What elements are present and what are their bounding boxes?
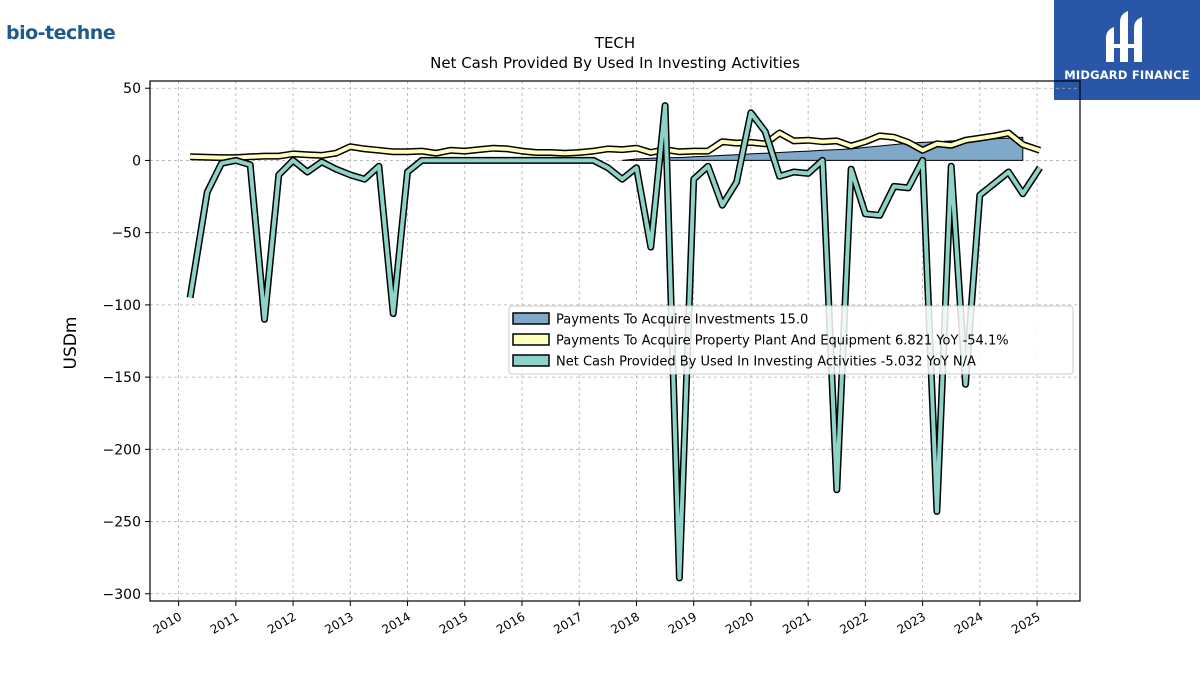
x-tick-label: 2021 xyxy=(780,609,813,636)
legend-box xyxy=(508,305,1074,375)
legend-label: Payments To Acquire Investments 15.0 xyxy=(556,313,808,328)
y-tick-label: −300 xyxy=(103,587,141,603)
x-tick-label: 2011 xyxy=(208,609,241,636)
net-cash-provided-by-used-in-investing-activities-line xyxy=(188,103,1042,580)
x-tick-label: 2018 xyxy=(609,609,642,636)
x-tick-label: 2010 xyxy=(151,609,184,636)
x-tick-label: 2019 xyxy=(666,609,699,636)
x-tick-label: 2015 xyxy=(437,609,470,636)
chart-subtitle: Net Cash Provided By Used In Investing A… xyxy=(430,54,800,72)
y-tick-label: 0 xyxy=(132,153,141,169)
x-tick-label: 2023 xyxy=(895,609,928,636)
x-tick-label: 2022 xyxy=(837,609,870,636)
x-tick-label: 2025 xyxy=(1009,609,1042,636)
series-layer xyxy=(186,102,1043,582)
legend-swatch xyxy=(512,312,550,325)
legend-label: Net Cash Provided By Used In Investing A… xyxy=(556,355,976,370)
x-tick-label: 2017 xyxy=(551,609,584,636)
x-tick-label: 2013 xyxy=(322,609,355,636)
midgard-finance-logo: MIDGARD FINANCE xyxy=(1054,0,1200,100)
payments-to-acquire-property-plant-and-equipment-line xyxy=(190,131,1041,160)
x-tick-label: 2014 xyxy=(380,609,413,636)
y-tick-label: −150 xyxy=(103,370,141,386)
legend-label: Payments To Acquire Property Plant And E… xyxy=(556,334,1009,349)
y-tick-label: −100 xyxy=(103,298,141,314)
y-tick-label: 50 xyxy=(123,81,141,97)
x-tick-label: 2020 xyxy=(723,609,756,636)
y-tick-label: −250 xyxy=(103,515,141,531)
plot-frame xyxy=(149,80,1081,602)
x-tick-label: 2012 xyxy=(265,609,298,636)
legend: Payments To Acquire Investments 15.0 Paym… xyxy=(508,305,1074,375)
legend-swatch xyxy=(512,333,550,346)
midgard-brand-text: MIDGARD FINANCE xyxy=(1064,68,1190,82)
legend-swatch xyxy=(512,354,550,367)
y-axis-label: USDm xyxy=(61,317,81,370)
x-tick-label: 2016 xyxy=(494,609,527,636)
y-tick-label: −200 xyxy=(103,442,141,458)
y-tick-label: −50 xyxy=(111,226,141,242)
midgard-emblem-icon xyxy=(1106,11,1142,62)
bio-techne-logo: bio-techne xyxy=(6,22,116,44)
chart-title: TECH xyxy=(594,34,635,52)
x-tick-label: 2024 xyxy=(952,609,985,636)
